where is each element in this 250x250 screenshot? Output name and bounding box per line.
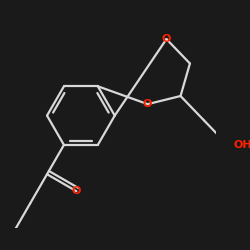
Text: O: O (72, 186, 81, 196)
Text: O: O (143, 99, 152, 109)
Text: OH: OH (233, 140, 250, 150)
Text: O: O (162, 34, 171, 44)
